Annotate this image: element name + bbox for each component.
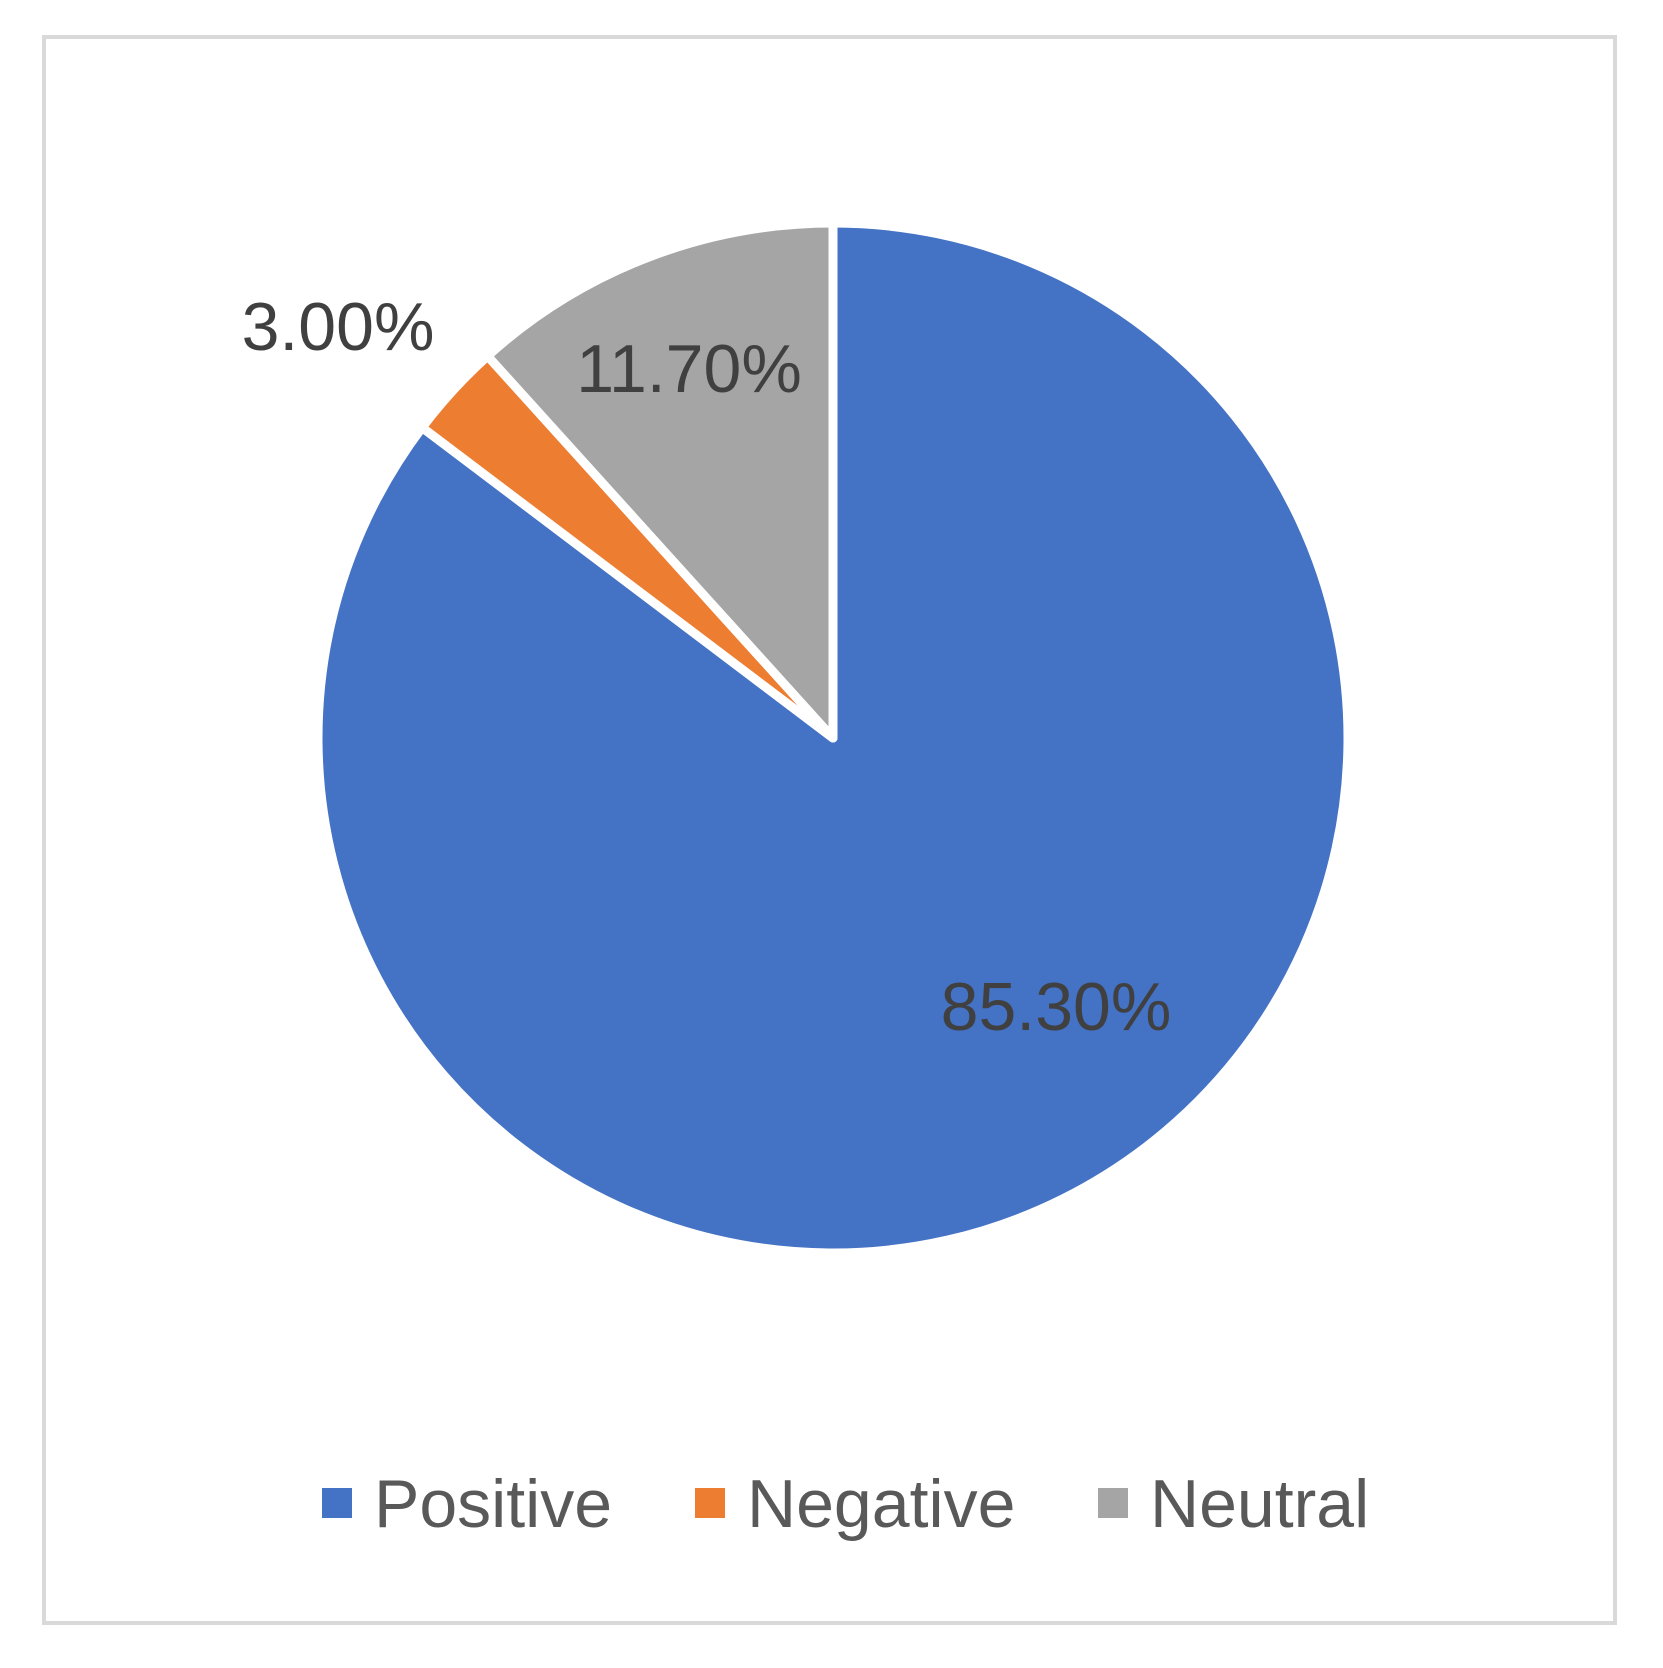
legend-label-neutral: Neutral xyxy=(1150,1466,1369,1542)
legend-label-positive: Positive xyxy=(374,1466,612,1542)
legend: Positive Negative Neutral xyxy=(322,1466,1369,1542)
legend-swatch-positive xyxy=(322,1488,352,1518)
data-label-neutral: 11.70% xyxy=(576,331,802,407)
data-label-negative: 3.00% xyxy=(242,289,435,365)
data-label-positive: 85.30% xyxy=(941,969,1172,1045)
data-labels: 85.30% 3.00% 11.70% xyxy=(242,289,1172,1045)
legend-swatch-neutral xyxy=(1098,1488,1128,1518)
pie-slice-neutral xyxy=(483,218,838,743)
legend-swatch-negative xyxy=(695,1488,725,1518)
legend-label-negative: Negative xyxy=(747,1466,1015,1542)
pie-slices xyxy=(313,218,1353,1258)
